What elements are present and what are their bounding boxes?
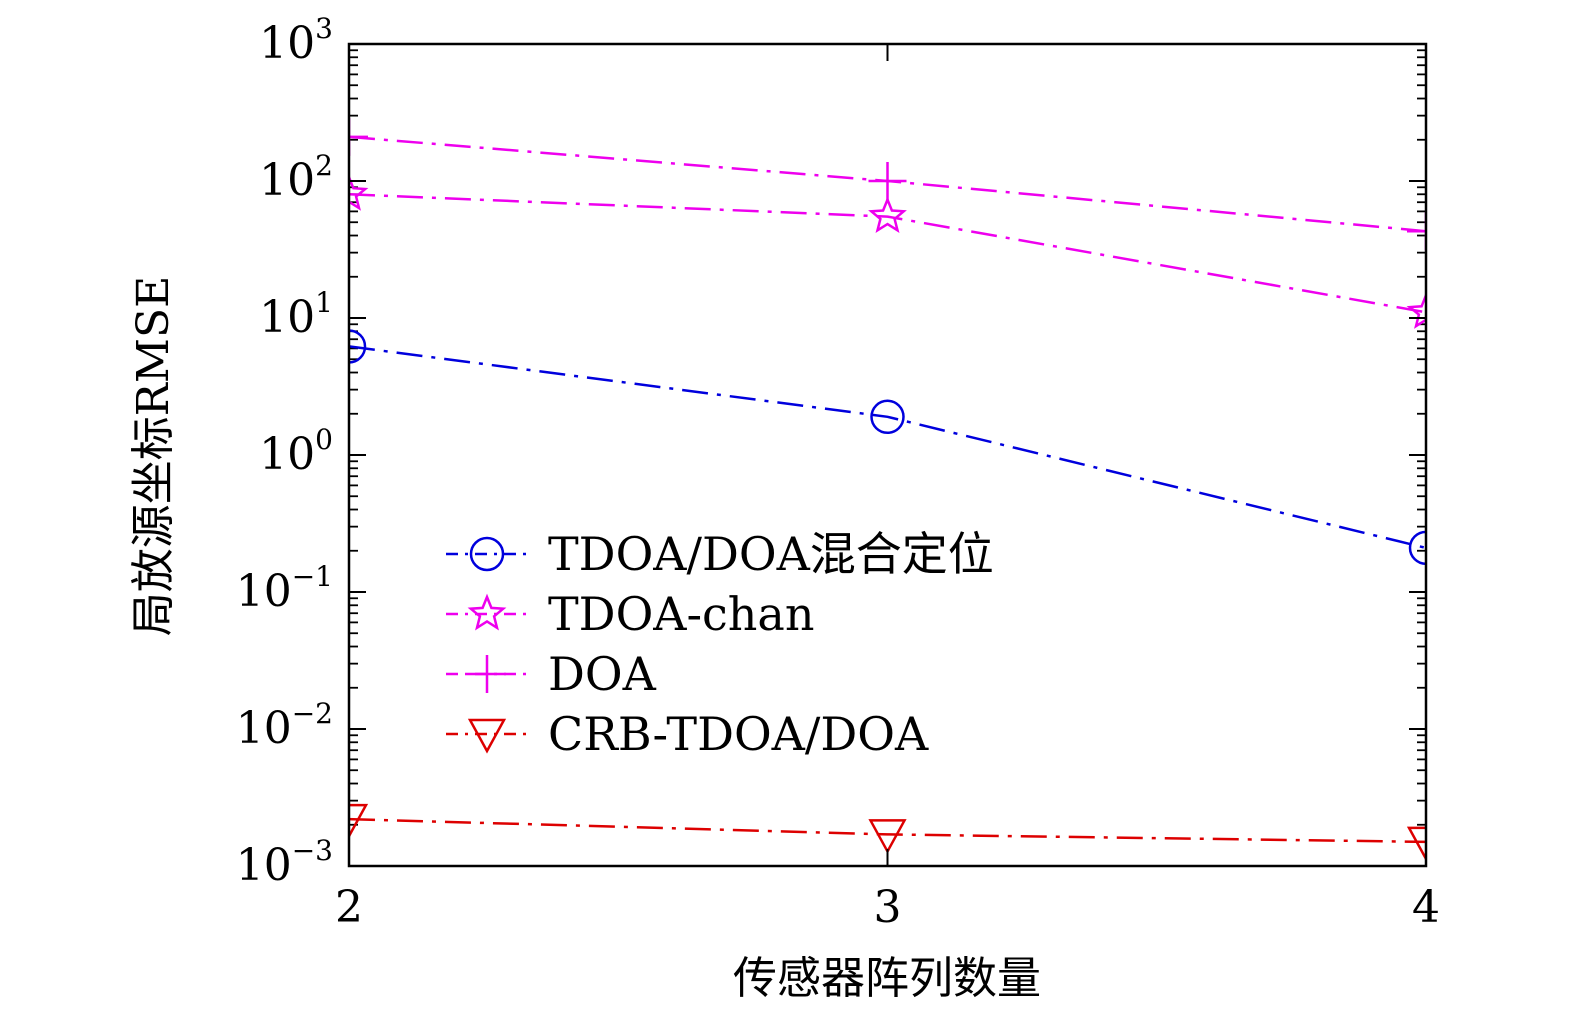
legend-item: TDOA-chan <box>446 587 814 641</box>
legend-label: TDOA/DOA混合定位 <box>548 527 994 581</box>
series-3-point <box>1406 826 1426 862</box>
y-axis-label: 局放源坐标RMSE <box>128 276 179 636</box>
series-line-1 <box>349 193 1426 314</box>
legend-marker <box>467 593 507 631</box>
series-line-3 <box>349 817 1426 844</box>
legend-marker <box>469 536 505 572</box>
series-0-point <box>870 399 905 435</box>
y-tick-label: 102 <box>259 149 333 206</box>
x-axis-label: 传感器阵列数量 <box>733 953 1041 1004</box>
major-ticks <box>348 43 1427 867</box>
series-3-point <box>349 803 369 839</box>
legend-item: DOA <box>446 647 657 701</box>
legend-label: CRB-TDOA/DOA <box>548 707 929 761</box>
series-1-point <box>1406 291 1426 329</box>
series-0-point <box>349 329 367 364</box>
series-2-point <box>1407 212 1426 251</box>
legend-label: DOA <box>548 647 657 701</box>
y-tick-label: 10−2 <box>236 697 333 754</box>
series-markers <box>349 117 1426 862</box>
y-tick-label: 10−3 <box>236 834 333 891</box>
series-2-point <box>868 162 907 200</box>
y-tick-label: 103 <box>259 12 333 69</box>
series-2-point <box>349 117 368 156</box>
legend-item: TDOA/DOA混合定位 <box>446 527 994 581</box>
y-tick-label: 101 <box>259 286 333 343</box>
series-line-0 <box>349 345 1426 550</box>
legend-label: TDOA-chan <box>548 587 814 641</box>
legend-marker <box>467 718 507 754</box>
legend-marker <box>468 655 506 693</box>
legend: TDOA/DOA混合定位 TDOA-chan DOA CRB-TDOA/DOA <box>446 527 994 761</box>
x-tick-label: 3 <box>874 882 902 933</box>
legend-item: CRB-TDOA/DOA <box>446 707 929 761</box>
y-tick-label: 10−1 <box>236 560 333 617</box>
x-tick-label: 2 <box>335 882 363 933</box>
series-3-point <box>868 819 907 855</box>
series-1-point <box>868 196 907 233</box>
y-tick-label: 100 <box>259 423 333 480</box>
x-tick-label: 4 <box>1412 882 1440 933</box>
y-tick-labels: 103 102 101 100 10−1 10−2 10−3 <box>236 12 333 891</box>
series-0-point <box>1408 530 1426 566</box>
series-1-point <box>349 173 369 211</box>
x-tick-labels: 2 3 4 <box>335 882 1440 933</box>
